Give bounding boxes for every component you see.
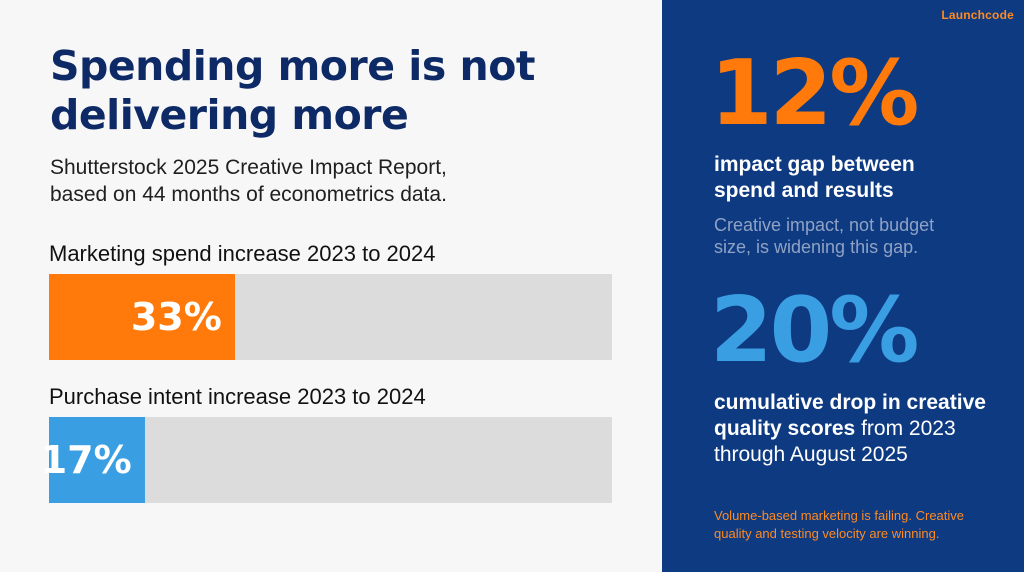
quality-drop-value: 20% <box>710 278 919 383</box>
quality-drop-bold-line-1: cumulative drop in creative <box>714 391 986 414</box>
bar-label-intent: Purchase intent increase 2023 to 2024 <box>49 384 426 409</box>
impact-gap-note-line-2: size, is widening this gap. <box>714 237 919 257</box>
quality-drop-rest-line-2: from 2023 <box>855 417 956 440</box>
page-title: Spending more is not delivering more <box>50 42 535 139</box>
subtitle-line-2: based on 44 months of econometrics data. <box>50 183 447 206</box>
right-panel: Launchcode 12% impact gap between spend … <box>662 0 1024 572</box>
subtitle-line-1: Shutterstock 2025 Creative Impact Report… <box>50 156 447 179</box>
bar-track-spend: 33% <box>49 274 612 360</box>
quality-drop-description: cumulative drop in creative quality scor… <box>714 390 1014 468</box>
quality-drop-bold-line-2: quality scores <box>714 417 856 440</box>
footer-note: Volume-based marketing is failing. Creat… <box>714 507 1014 543</box>
footer-note-line-1: Volume-based marketing is failing. Creat… <box>714 508 965 523</box>
left-panel: Spending more is not delivering more Shu… <box>41 42 612 503</box>
bar-value-label-spend: 33% <box>130 295 222 339</box>
quality-drop-line-3: through August 2025 <box>714 443 908 466</box>
impact-gap-value: 12% <box>710 41 919 146</box>
footer-note-line-2: quality and testing velocity are winning… <box>714 526 940 541</box>
bar-intent: 17% <box>41 417 145 503</box>
subtitle: Shutterstock 2025 Creative Impact Report… <box>50 154 610 208</box>
bar-value-label-intent: 17% <box>40 438 132 482</box>
impact-gap-note-line-1: Creative impact, not budget <box>714 215 935 235</box>
bar-label-spend: Marketing spend increase 2023 to 2024 <box>49 241 436 266</box>
impact-gap-heading: impact gap between spend and results <box>714 152 1014 204</box>
impact-gap-note: Creative impact, not budget size, is wid… <box>714 214 1004 258</box>
bar-track-intent: 17% <box>41 417 612 503</box>
brand-logo: Launchcode <box>941 8 1014 22</box>
impact-gap-heading-line-2: spend and results <box>714 179 894 202</box>
impact-gap-heading-line-1: impact gap between <box>714 153 915 176</box>
bar-spend: 33% <box>49 274 235 360</box>
